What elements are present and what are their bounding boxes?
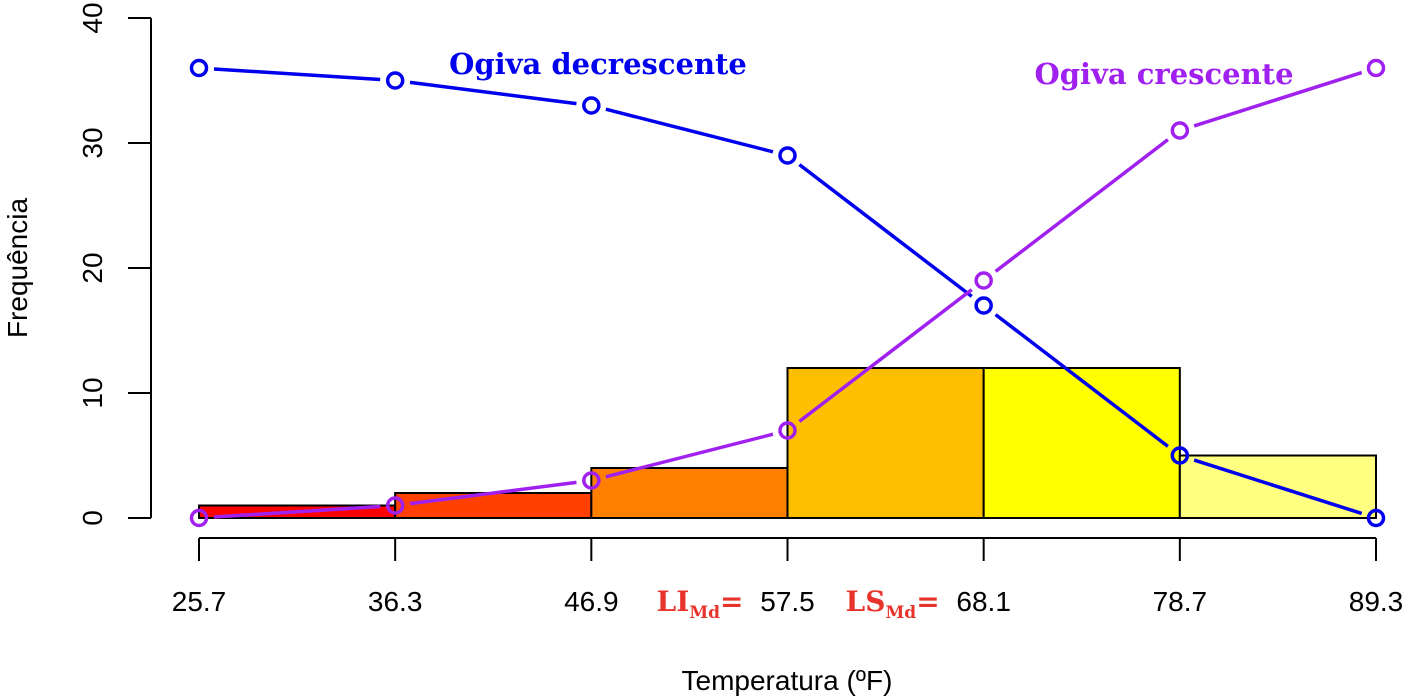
series-segment <box>409 480 577 506</box>
y-axis-label: Frequência <box>2 198 33 339</box>
series-segment <box>213 504 381 519</box>
y-axis: 0 10 20 30 40 <box>77 2 152 526</box>
annotation-label: LSMd= <box>846 585 940 623</box>
series-point <box>189 58 209 78</box>
series-label-ogiva-decrescente: Ogiva decrescente <box>449 47 747 81</box>
series-point <box>974 271 993 290</box>
series-point <box>582 96 601 115</box>
histogram-bars <box>198 367 1378 519</box>
series-segment <box>798 163 973 298</box>
x-tick-label: 68.1 <box>956 586 1011 617</box>
x-tick-label: 78.7 <box>1153 586 1208 617</box>
series-point <box>385 71 405 90</box>
series-point <box>778 146 797 165</box>
y-tick-label: 20 <box>77 252 108 283</box>
chart-labels: Frequência Temperatura (ºF) Ogiva decres… <box>2 47 1294 696</box>
x-tick-label: 25.7 <box>172 586 227 617</box>
series-segment <box>409 80 577 106</box>
y-tick-label: 10 <box>77 377 108 408</box>
ogive-lines <box>189 58 1386 528</box>
series-segment <box>1193 70 1363 128</box>
histogram-bar <box>982 367 1181 519</box>
series-segment <box>605 107 774 154</box>
histogram-bar <box>394 492 593 519</box>
y-tick-label: 0 <box>77 510 108 526</box>
series-point <box>1170 121 1190 140</box>
histogram-bar <box>786 367 985 519</box>
series-segment <box>213 67 381 82</box>
series-segment <box>605 432 774 479</box>
series-line <box>189 58 1386 528</box>
series-point <box>189 508 209 528</box>
annotation-label: LIMd= <box>657 585 744 623</box>
series-segment <box>994 313 1169 448</box>
series-point <box>1170 446 1190 465</box>
series-point <box>385 496 405 515</box>
series-segment <box>994 138 1169 273</box>
histogram-bar <box>590 467 789 519</box>
series-segment <box>1193 458 1363 516</box>
series-point <box>974 296 993 315</box>
series-point <box>1366 58 1386 78</box>
x-tick-label: 89.3 <box>1349 586 1404 617</box>
x-axis: 25.7 36.3 46.9 57.5 68.1 78.7 89.3 LIMd= LSMd= <box>172 537 1404 623</box>
series-point <box>1366 508 1386 528</box>
series-line <box>189 58 1386 528</box>
y-tick-label: 30 <box>77 127 108 158</box>
series-segment <box>798 288 973 423</box>
x-tick-label: 36.3 <box>368 586 423 617</box>
x-tick-label: 46.9 <box>564 586 619 617</box>
x-tick-label: 57.5 <box>760 586 815 617</box>
series-label-ogiva-crescente: Ogiva crescente <box>1034 57 1293 91</box>
x-axis-label: Temperatura (ºF) <box>682 665 893 696</box>
y-tick-label: 40 <box>77 2 108 33</box>
series-point <box>778 421 797 440</box>
series-point <box>582 471 601 490</box>
